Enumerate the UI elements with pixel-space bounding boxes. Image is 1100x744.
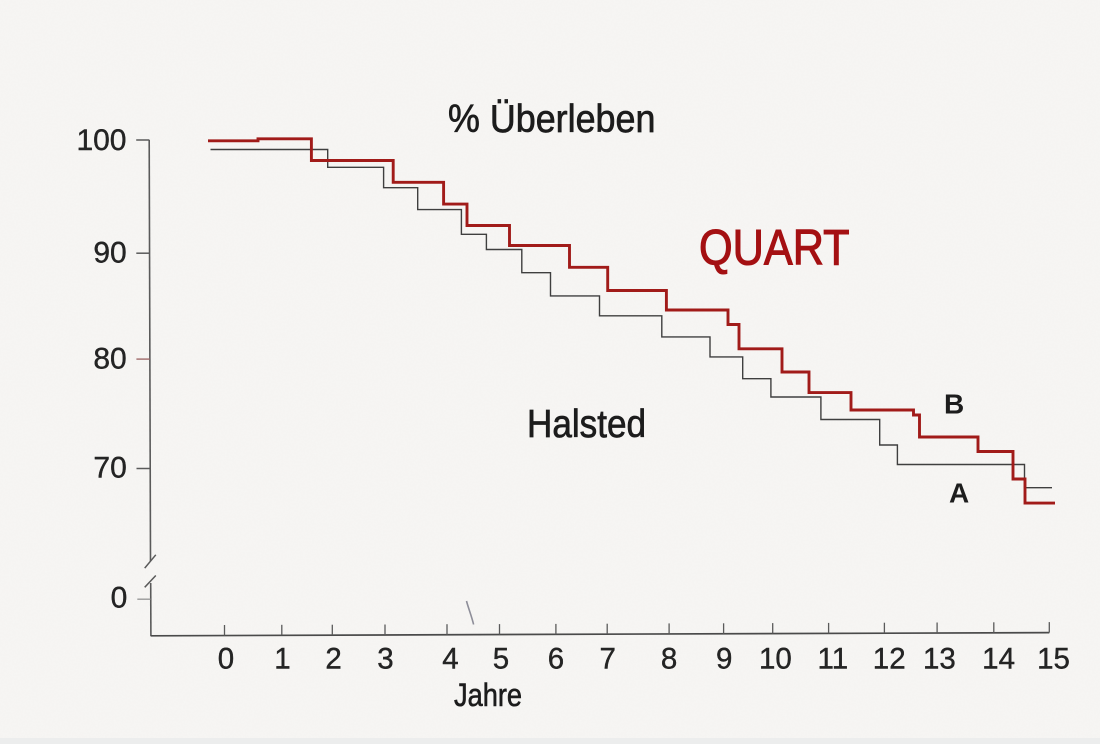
svg-text:10: 10: [759, 643, 792, 676]
svg-text:4: 4: [442, 643, 458, 676]
svg-text:% Überleben: % Überleben: [448, 97, 655, 141]
svg-text:70: 70: [93, 452, 126, 485]
svg-text:11: 11: [817, 643, 848, 676]
svg-text:15: 15: [1037, 643, 1070, 676]
svg-text:3: 3: [377, 643, 393, 676]
svg-text:12: 12: [873, 643, 906, 676]
svg-text:0: 0: [218, 643, 234, 676]
svg-text:Halsted: Halsted: [527, 401, 646, 445]
svg-text:6: 6: [548, 643, 564, 676]
svg-text:90: 90: [93, 236, 126, 269]
svg-text:14: 14: [982, 643, 1015, 676]
svg-text:5: 5: [493, 643, 509, 676]
svg-text:7: 7: [599, 643, 615, 676]
svg-text:100: 100: [76, 124, 126, 157]
svg-text:13: 13: [923, 643, 956, 676]
svg-text:1: 1: [274, 643, 290, 676]
svg-text:A: A: [949, 478, 969, 509]
svg-text:9: 9: [716, 643, 732, 676]
svg-text:2: 2: [325, 643, 341, 676]
svg-text:8: 8: [661, 643, 677, 676]
svg-text:QUART: QUART: [699, 220, 850, 276]
svg-text:B: B: [944, 389, 964, 420]
svg-text:80: 80: [93, 343, 126, 376]
svg-text:0: 0: [111, 581, 128, 614]
svg-text:Jahre: Jahre: [454, 678, 522, 714]
